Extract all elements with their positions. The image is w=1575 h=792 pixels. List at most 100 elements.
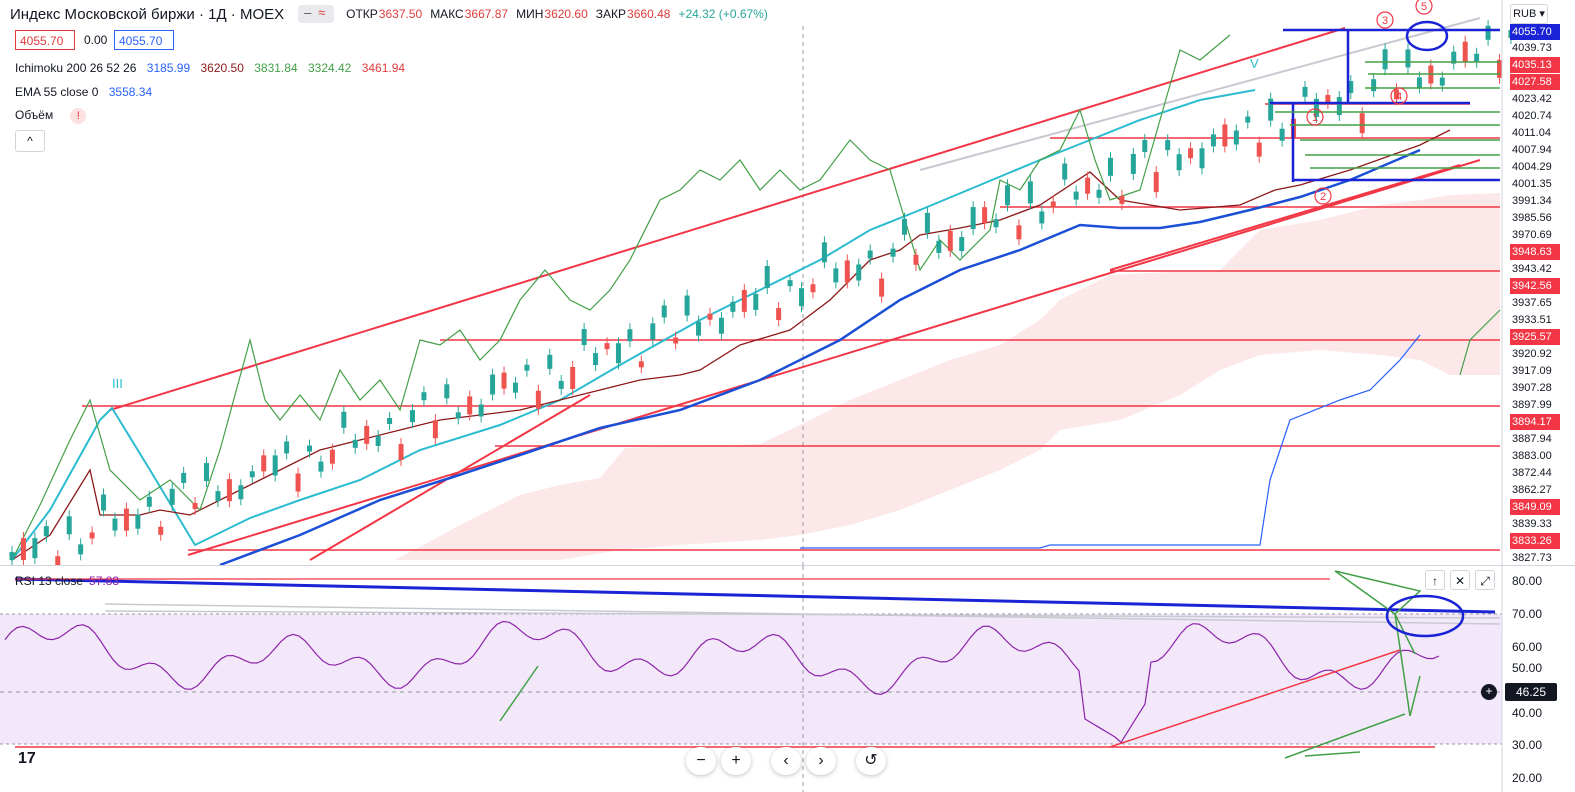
warning-icon[interactable]: ! [70, 108, 87, 124]
price-axis-label: 3833.26 [1510, 533, 1560, 549]
sell-price-box[interactable]: 4055.70 [15, 30, 75, 50]
rsi-axis-label: 80.00 [1512, 574, 1543, 588]
ichimoku-cloud [395, 193, 1500, 560]
candle [55, 556, 61, 566]
candle [856, 264, 862, 281]
rsi-axis-label: 60.00 [1512, 640, 1543, 654]
currency-button[interactable]: RUB ▾ [1510, 4, 1548, 24]
gray-trendline [919, 17, 1481, 171]
candle [432, 420, 438, 439]
roman-label: III [112, 376, 123, 391]
candle [329, 449, 335, 464]
price-axis-label: 3907.28 [1512, 382, 1552, 394]
candle [490, 374, 496, 395]
tradingview-logo[interactable]: 17 [18, 750, 36, 767]
candle [1245, 116, 1251, 123]
ichimoku-value-5: 3461.94 [361, 61, 406, 75]
candle [661, 305, 667, 318]
price-axis-label: 3925.57 [1510, 329, 1560, 345]
candle [1348, 81, 1354, 94]
wave-label-3: 3 [1382, 15, 1388, 27]
rsi-move-up-button[interactable]: ↑ [1425, 570, 1445, 590]
candle [1405, 49, 1411, 68]
ichimoku-value-1: 3185.99 [146, 61, 191, 75]
rsi-pane[interactable] [0, 566, 1575, 792]
candle [1188, 148, 1194, 159]
candle [1119, 195, 1125, 204]
buy-price-box[interactable]: 4055.70 [114, 30, 174, 50]
rsi-maximize-button[interactable]: ⤢ [1475, 570, 1495, 590]
candle [558, 380, 564, 389]
candle [684, 295, 690, 316]
price-axis-label: 3985.56 [1512, 212, 1552, 224]
candle [1394, 89, 1400, 100]
candle [924, 212, 930, 233]
zoom-in-button[interactable]: + [721, 747, 751, 775]
candle [741, 289, 747, 312]
ema-legend[interactable]: EMA 55 close 0 3558.34 [15, 85, 159, 99]
candle [844, 260, 850, 283]
candle [936, 240, 942, 253]
open-value: 3637.50 [378, 7, 423, 21]
candle [478, 404, 484, 417]
candle [226, 479, 232, 502]
price-axis-label: 4011.04 [1512, 127, 1551, 139]
candle [1371, 79, 1377, 92]
candle [1073, 191, 1079, 200]
visibility-toggle[interactable] [298, 5, 335, 23]
rsi-label: RSI 13 close [15, 574, 84, 588]
rsi-axis-label: 20.00 [1512, 771, 1543, 785]
rsi-legend[interactable]: RSI 13 close 57.83 [15, 574, 119, 588]
price-axis-label: 3920.92 [1512, 348, 1552, 360]
price-axis-label: 3883.00 [1512, 450, 1552, 462]
symbol-title[interactable]: Индекс Московской биржи · 1Д · MOEX [10, 5, 285, 23]
candle [1462, 41, 1468, 62]
candle [1085, 177, 1091, 194]
volume-legend[interactable]: Объём! [15, 108, 93, 124]
reset-chart-button[interactable]: ↺ [856, 747, 886, 775]
candle [673, 337, 679, 344]
candle [1497, 59, 1503, 78]
candle [467, 396, 473, 415]
candle [1210, 134, 1216, 147]
price-axis-label: 4055.70 [1510, 24, 1560, 40]
rsi-axis-label: 70.00 [1512, 607, 1543, 621]
candle [512, 382, 518, 393]
rsi-axis-label: 50.00 [1512, 661, 1543, 675]
rsi-cursor-value: 46.25 [1505, 683, 1557, 701]
ichimoku-legend[interactable]: Ichimoku 200 26 52 26 3185.99 3620.50 38… [15, 61, 412, 75]
add-alert-icon[interactable]: + [1481, 684, 1497, 700]
ichimoku-label: Ichimoku 200 26 52 26 [15, 61, 137, 75]
scroll-right-button[interactable]: › [806, 747, 836, 775]
candle [295, 473, 301, 492]
candle [890, 248, 896, 257]
candle [1268, 98, 1274, 121]
open-label: ОТКР [346, 7, 378, 21]
candle [696, 321, 702, 336]
wave-label-2: 2 [1320, 191, 1326, 203]
candle [43, 526, 49, 537]
candle [1451, 51, 1457, 64]
candle [1325, 94, 1331, 103]
candle [1233, 130, 1239, 145]
candle [1039, 211, 1045, 224]
main-price-chart[interactable]: 1 2 3 4 5 III V [0, 0, 1575, 566]
price-axis-label: 3849.09 [1510, 499, 1560, 515]
candle [204, 463, 210, 482]
price-axis-label: 3872.44 [1512, 467, 1552, 479]
price-axis-label: 4039.73 [1512, 42, 1552, 54]
candle [1222, 124, 1228, 147]
zoom-out-button[interactable]: − [686, 747, 716, 775]
low-value: 3620.60 [544, 7, 588, 21]
candle [158, 526, 164, 535]
ema-line [219, 148, 1421, 566]
rsi-band [0, 614, 1502, 744]
rsi-close-button[interactable]: ✕ [1450, 570, 1470, 590]
price-axis-label: 3942.56 [1510, 278, 1560, 294]
collapse-legend-button[interactable]: ^ [15, 130, 45, 152]
candle [66, 516, 72, 535]
candle [146, 496, 152, 507]
scroll-left-button[interactable]: ‹ [771, 747, 801, 775]
candle [833, 268, 839, 283]
rsi-red-rising [1109, 649, 1401, 748]
